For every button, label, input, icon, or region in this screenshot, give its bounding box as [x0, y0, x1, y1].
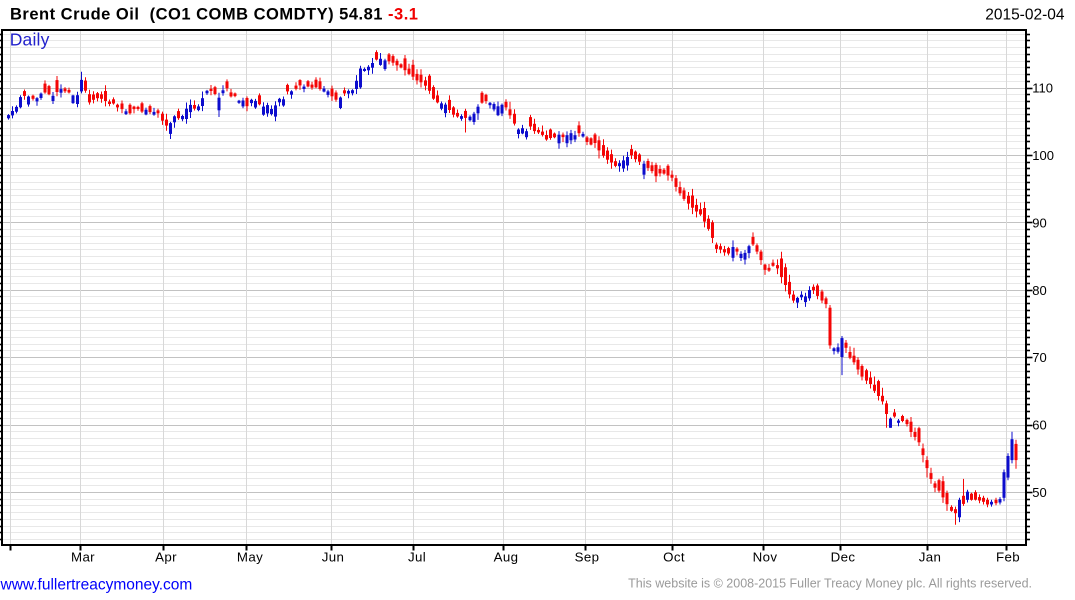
svg-text:Apr: Apr: [155, 550, 177, 565]
svg-text:Brent Crude Oil (CO1 COMB COM: Brent Crude Oil (CO1 COMB COMDTY) 54.81 …: [10, 6, 418, 24]
svg-text:www.fullertreacymoney.com: www.fullertreacymoney.com: [0, 576, 192, 593]
svg-text:90: 90: [1032, 215, 1046, 230]
svg-text:70: 70: [1032, 350, 1046, 365]
svg-text:Feb: Feb: [996, 550, 1020, 565]
svg-text:Daily: Daily: [10, 29, 50, 49]
svg-text:50: 50: [1032, 485, 1046, 500]
svg-text:Mar: Mar: [71, 550, 95, 565]
svg-text:Aug: Aug: [494, 550, 519, 565]
svg-text:Jul: Jul: [408, 550, 426, 565]
svg-text:Jan: Jan: [919, 550, 942, 565]
svg-text:Sep: Sep: [575, 550, 600, 565]
svg-text:Nov: Nov: [753, 550, 778, 565]
svg-text:60: 60: [1032, 418, 1046, 433]
svg-text:Jun: Jun: [322, 550, 345, 565]
svg-text:2015-02-04: 2015-02-04: [985, 6, 1065, 23]
svg-text:Dec: Dec: [831, 550, 856, 565]
svg-text:100: 100: [1032, 148, 1054, 163]
svg-text:110: 110: [1032, 81, 1053, 96]
svg-text:This website is © 2008-2015 Fu: This website is © 2008-2015 Fuller Treac…: [628, 577, 1032, 591]
svg-text:80: 80: [1032, 283, 1046, 298]
svg-text:May: May: [237, 550, 263, 565]
svg-text:Oct: Oct: [663, 550, 685, 565]
